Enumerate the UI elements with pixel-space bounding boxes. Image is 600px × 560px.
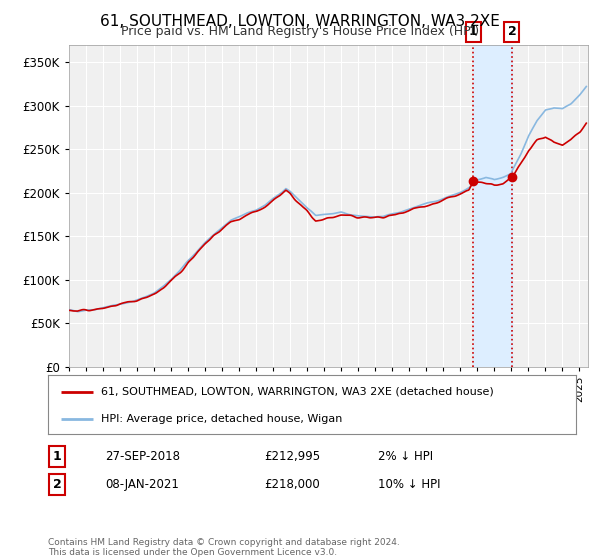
Text: £218,000: £218,000	[264, 478, 320, 491]
Text: HPI: Average price, detached house, Wigan: HPI: Average price, detached house, Wiga…	[101, 414, 342, 424]
Text: Contains HM Land Registry data © Crown copyright and database right 2024.
This d: Contains HM Land Registry data © Crown c…	[48, 538, 400, 557]
Text: 2% ↓ HPI: 2% ↓ HPI	[378, 450, 433, 463]
Text: 1: 1	[53, 450, 61, 463]
Text: 08-JAN-2021: 08-JAN-2021	[105, 478, 179, 491]
Text: 2: 2	[53, 478, 61, 491]
Text: 1: 1	[469, 25, 478, 39]
Text: Price paid vs. HM Land Registry's House Price Index (HPI): Price paid vs. HM Land Registry's House …	[121, 25, 479, 38]
Text: 2: 2	[508, 25, 517, 39]
Text: 61, SOUTHMEAD, LOWTON, WARRINGTON, WA3 2XE: 61, SOUTHMEAD, LOWTON, WARRINGTON, WA3 2…	[100, 14, 500, 29]
Text: 10% ↓ HPI: 10% ↓ HPI	[378, 478, 440, 491]
Text: 27-SEP-2018: 27-SEP-2018	[105, 450, 180, 463]
Text: 61, SOUTHMEAD, LOWTON, WARRINGTON, WA3 2XE (detached house): 61, SOUTHMEAD, LOWTON, WARRINGTON, WA3 2…	[101, 386, 494, 396]
Bar	[473, 45, 512, 367]
Text: £212,995: £212,995	[264, 450, 320, 463]
